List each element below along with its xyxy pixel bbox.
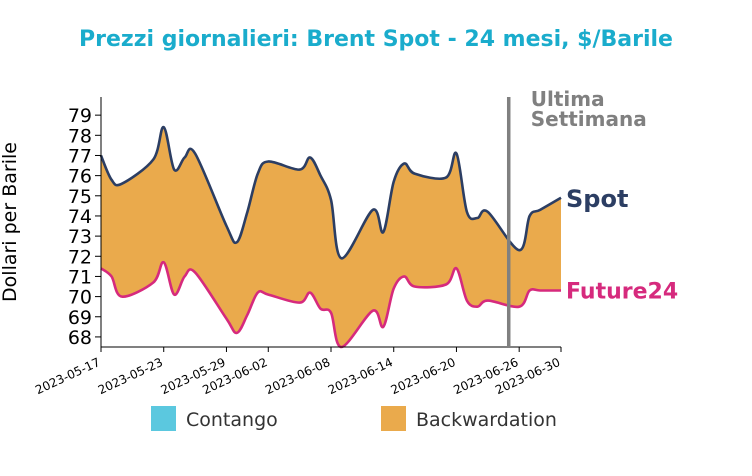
- data-point-spot: [539, 209, 541, 211]
- data-point-spot: [319, 174, 321, 176]
- last-week-label-line2: Settimana: [531, 107, 647, 131]
- data-point-spot: [476, 217, 478, 219]
- y-tick-label: 76: [68, 166, 92, 188]
- data-point-future24: [225, 318, 227, 320]
- plot-area: 6869707172737475767778792023-05-172023-0…: [33, 87, 678, 397]
- data-point-future24: [121, 295, 123, 297]
- data-point-future24: [330, 312, 332, 314]
- y-tick-label: 74: [68, 206, 92, 228]
- data-point-spot: [528, 215, 530, 217]
- data-point-future24: [309, 291, 311, 293]
- data-point-spot: [267, 160, 269, 162]
- data-point-spot: [173, 168, 175, 170]
- data-point-spot: [340, 257, 342, 259]
- x-tick-label: 2023-05-17: [33, 355, 102, 397]
- x-tick-label: 2023-06-14: [326, 355, 395, 397]
- data-point-spot: [403, 162, 405, 164]
- data-point-spot: [110, 179, 112, 181]
- data-point-future24: [267, 293, 269, 295]
- y-tick-label: 71: [68, 266, 92, 288]
- data-point-spot: [330, 199, 332, 201]
- y-tick-label: 68: [68, 327, 92, 349]
- data-point-future24: [194, 271, 196, 273]
- data-point-future24: [246, 314, 248, 316]
- legend: Contango Backwardation: [151, 406, 557, 431]
- data-point-future24: [455, 267, 457, 269]
- data-point-spot: [225, 225, 227, 227]
- data-point-future24: [257, 291, 259, 293]
- data-point-future24: [528, 289, 530, 291]
- data-point-spot: [152, 158, 154, 160]
- y-tick-label: 79: [68, 105, 92, 127]
- y-tick-label: 78: [68, 125, 92, 147]
- data-point-spot: [236, 241, 238, 243]
- data-point-spot: [466, 211, 468, 213]
- data-point-future24: [476, 306, 478, 308]
- data-point-future24: [236, 332, 238, 334]
- data-point-spot: [560, 197, 562, 199]
- data-point-future24: [382, 326, 384, 328]
- data-point-future24: [372, 310, 374, 312]
- data-point-spot: [487, 211, 489, 213]
- data-point-future24: [152, 281, 154, 283]
- data-point-future24: [413, 285, 415, 287]
- data-point-future24: [487, 299, 489, 301]
- data-point-future24: [319, 308, 321, 310]
- data-point-spot: [445, 176, 447, 178]
- data-point-spot: [518, 249, 520, 251]
- y-tick-label: 72: [68, 246, 92, 268]
- data-point-future24: [393, 287, 395, 289]
- data-point-spot: [372, 209, 374, 211]
- data-point-future24: [163, 261, 165, 263]
- last-week-label-line1: Ultima: [531, 87, 605, 111]
- data-point-future24: [173, 293, 175, 295]
- series-line-spot: [99, 125, 562, 260]
- series-line-future24: [100, 260, 561, 349]
- legend-swatch-backwardation: [381, 406, 406, 431]
- data-point-future24: [298, 301, 300, 303]
- data-point-spot: [393, 181, 395, 183]
- chart-title: Prezzi giornalieri: Brent Spot - 24 mesi…: [79, 27, 673, 52]
- legend-swatch-contango: [151, 406, 176, 431]
- data-point-future24: [183, 275, 185, 277]
- data-point-spot: [413, 172, 415, 174]
- series-label-spot: Spot: [566, 185, 628, 213]
- y-tick-label: 70: [68, 287, 92, 309]
- data-point-future24: [403, 275, 405, 277]
- legend-label-backwardation: Backwardation: [416, 409, 557, 431]
- data-point-spot: [298, 168, 300, 170]
- y-tick-label: 73: [68, 226, 92, 248]
- y-tick-label: 75: [68, 186, 92, 208]
- backwardation-area: [101, 127, 561, 348]
- data-point-future24: [110, 275, 112, 277]
- data-point-future24: [518, 306, 520, 308]
- data-point-future24: [560, 289, 562, 291]
- series-label-future24: Future24: [566, 280, 678, 305]
- x-tick-label: 2023-05-23: [96, 355, 165, 397]
- data-point-spot: [309, 156, 311, 158]
- data-point-spot: [382, 231, 384, 233]
- x-tick-label: 2023-06-20: [389, 355, 458, 397]
- data-point-future24: [466, 299, 468, 301]
- data-point-spot: [121, 183, 123, 185]
- x-tick-label: 2023-06-08: [263, 355, 332, 397]
- y-tick-label: 77: [68, 145, 92, 167]
- data-point-spot: [455, 152, 457, 154]
- data-point-future24: [539, 289, 541, 291]
- data-point-spot: [183, 156, 185, 158]
- data-point-spot: [194, 152, 196, 154]
- data-point-future24: [445, 283, 447, 285]
- data-point-spot: [163, 126, 165, 128]
- data-point-spot: [246, 211, 248, 213]
- y-axis-label: Dollari per Barile: [0, 142, 21, 302]
- y-tick-label: 69: [68, 307, 92, 329]
- data-point-spot: [257, 172, 259, 174]
- legend-label-contango: Contango: [186, 409, 278, 431]
